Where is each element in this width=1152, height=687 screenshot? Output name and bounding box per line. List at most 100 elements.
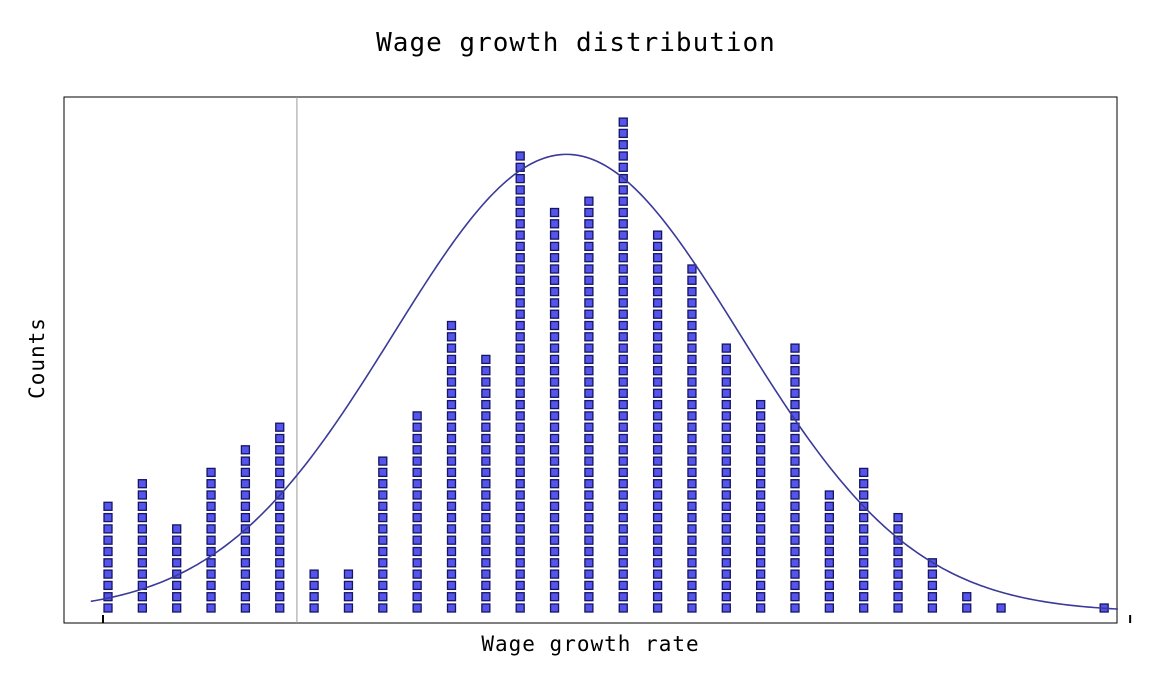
bin-stack (275, 422, 285, 613)
data-point (549, 490, 560, 500)
data-point (481, 399, 491, 410)
data-point (446, 580, 457, 591)
data-point (687, 298, 697, 308)
data-point (618, 388, 628, 398)
data-point (618, 603, 628, 613)
data-point (687, 479, 697, 489)
data-point (481, 411, 491, 421)
bin-stack (756, 399, 766, 613)
data-point (893, 603, 903, 613)
bin-stack (927, 558, 938, 613)
data-point (790, 603, 800, 613)
data-point (446, 512, 457, 523)
data-point (756, 558, 766, 568)
data-point (687, 422, 697, 432)
data-point (618, 467, 628, 478)
data-point (962, 603, 972, 613)
data-point (378, 479, 388, 489)
data-point (343, 569, 354, 579)
data-point (240, 535, 251, 545)
data-point (412, 546, 422, 557)
data-point (549, 433, 560, 444)
data-point (584, 411, 594, 421)
data-point (618, 117, 628, 127)
data-point (515, 445, 525, 455)
bin-stack (549, 207, 560, 613)
data-point (824, 512, 834, 523)
data-point (240, 592, 251, 602)
data-point (721, 388, 731, 398)
data-point (652, 366, 663, 376)
data-point (240, 467, 251, 478)
data-point (652, 241, 663, 252)
data-point (756, 603, 766, 613)
data-point (343, 592, 354, 602)
bin-stack (687, 264, 697, 613)
data-point (652, 343, 663, 353)
data-point (618, 422, 628, 432)
bin-stack (481, 354, 491, 613)
bin-stack (309, 569, 319, 613)
data-point (687, 377, 697, 387)
data-point (652, 275, 663, 285)
data-point (893, 558, 903, 568)
data-point (584, 445, 594, 455)
data-point (618, 366, 628, 376)
data-point (446, 332, 457, 342)
data-point (481, 535, 491, 545)
data-point (824, 501, 834, 511)
data-point (481, 512, 491, 523)
data-point (481, 546, 491, 557)
data-point (859, 580, 869, 591)
data-point (137, 524, 148, 534)
data-point (309, 603, 319, 613)
data-point (687, 332, 697, 342)
data-point (515, 185, 525, 195)
data-point (481, 580, 491, 591)
data-point (790, 467, 800, 478)
data-point (721, 467, 731, 478)
data-point (275, 535, 285, 545)
data-point (172, 546, 182, 557)
data-point (687, 275, 697, 285)
data-point (549, 230, 560, 240)
data-point (927, 592, 938, 602)
data-point (652, 445, 663, 455)
data-point (240, 501, 251, 511)
data-point (618, 445, 628, 455)
data-point (618, 298, 628, 308)
data-point (618, 151, 628, 161)
bin-stack (824, 490, 834, 613)
data-point (618, 490, 628, 500)
data-point (584, 196, 594, 206)
data-point (652, 501, 663, 511)
data-point (859, 535, 869, 545)
data-point (859, 592, 869, 602)
data-point (206, 535, 216, 545)
data-point (756, 592, 766, 602)
data-point (584, 377, 594, 387)
data-point (206, 569, 216, 579)
data-point (515, 298, 525, 308)
data-point (446, 354, 457, 365)
data-point (824, 535, 834, 545)
data-point (790, 343, 800, 353)
data-point (687, 388, 697, 398)
data-point (549, 501, 560, 511)
data-point (481, 603, 491, 613)
data-point (790, 558, 800, 568)
data-point (618, 196, 628, 206)
data-point (584, 603, 594, 613)
data-point (515, 411, 525, 421)
data-point (515, 569, 525, 579)
data-point (515, 332, 525, 342)
data-point (412, 535, 422, 545)
data-point (618, 264, 628, 274)
data-point (515, 524, 525, 534)
data-point (481, 433, 491, 444)
data-point (687, 569, 697, 579)
data-point (618, 377, 628, 387)
data-point (652, 388, 663, 398)
data-point (790, 366, 800, 376)
data-point (618, 332, 628, 342)
